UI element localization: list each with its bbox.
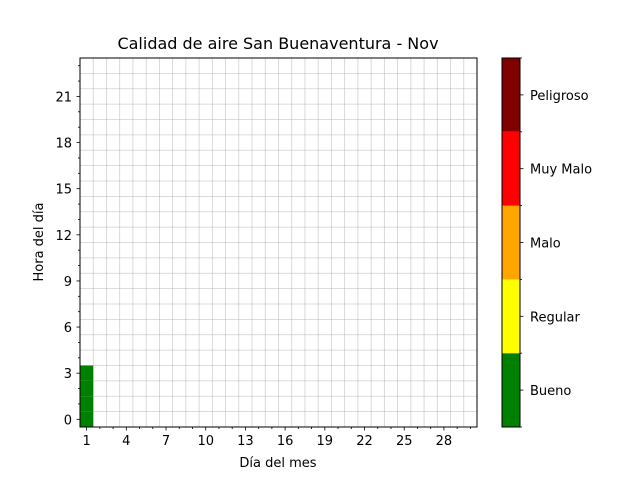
heatmap-cell	[80, 380, 94, 397]
heatmap-cell	[80, 411, 94, 427]
x-tick-label: 10	[197, 434, 214, 449]
x-tick-label: 13	[237, 434, 254, 449]
x-tick-label: 7	[162, 434, 170, 449]
y-tick-label: 6	[64, 321, 72, 336]
y-tick-label: 21	[55, 90, 72, 105]
y-tick-label: 9	[64, 275, 72, 290]
colorbar-segment	[502, 353, 520, 427]
plot-area: 1 4 7 10 13 16 19 22 25 28 0 3 6 9 12 15 18 21	[55, 57, 478, 449]
chart-title: Calidad de aire San Buenaventura - Nov	[117, 34, 438, 53]
colorbar-label: Regular	[530, 310, 581, 325]
colorbar-segment	[502, 131, 520, 206]
y-tick-label: 15	[55, 183, 72, 198]
heatmap-cell	[80, 365, 94, 381]
plot-frame	[79, 57, 478, 428]
x-tick-label: 1	[82, 434, 90, 449]
y-tick-label: 3	[64, 367, 72, 382]
x-tick-label: 4	[122, 434, 130, 449]
y-tick-label: 12	[55, 229, 72, 244]
x-tick-label: 28	[436, 434, 453, 449]
y-tick-label: 18	[55, 137, 72, 152]
x-tick-label: 25	[396, 434, 413, 449]
colorbar-frame	[501, 57, 521, 428]
colorbar-segment	[502, 279, 520, 354]
y-axis-label: Hora del día	[32, 203, 47, 282]
colorbar-segment	[502, 205, 520, 280]
colorbar-label: Muy Malo	[530, 163, 592, 178]
colorbar-segment	[502, 58, 520, 132]
colorbar: Bueno Regular Malo Muy Malo Peligroso	[501, 57, 592, 428]
colorbar-label: Bueno	[530, 384, 571, 399]
x-tick-label: 16	[277, 434, 294, 449]
heatmap-cell	[80, 396, 94, 412]
colorbar-label: Peligroso	[530, 89, 589, 104]
colorbar-label: Malo	[530, 237, 561, 252]
y-tick-label: 0	[64, 413, 72, 428]
x-axis-label: Día del mes	[239, 456, 316, 471]
x-tick-label: 22	[356, 434, 373, 449]
x-tick-label: 19	[317, 434, 334, 449]
